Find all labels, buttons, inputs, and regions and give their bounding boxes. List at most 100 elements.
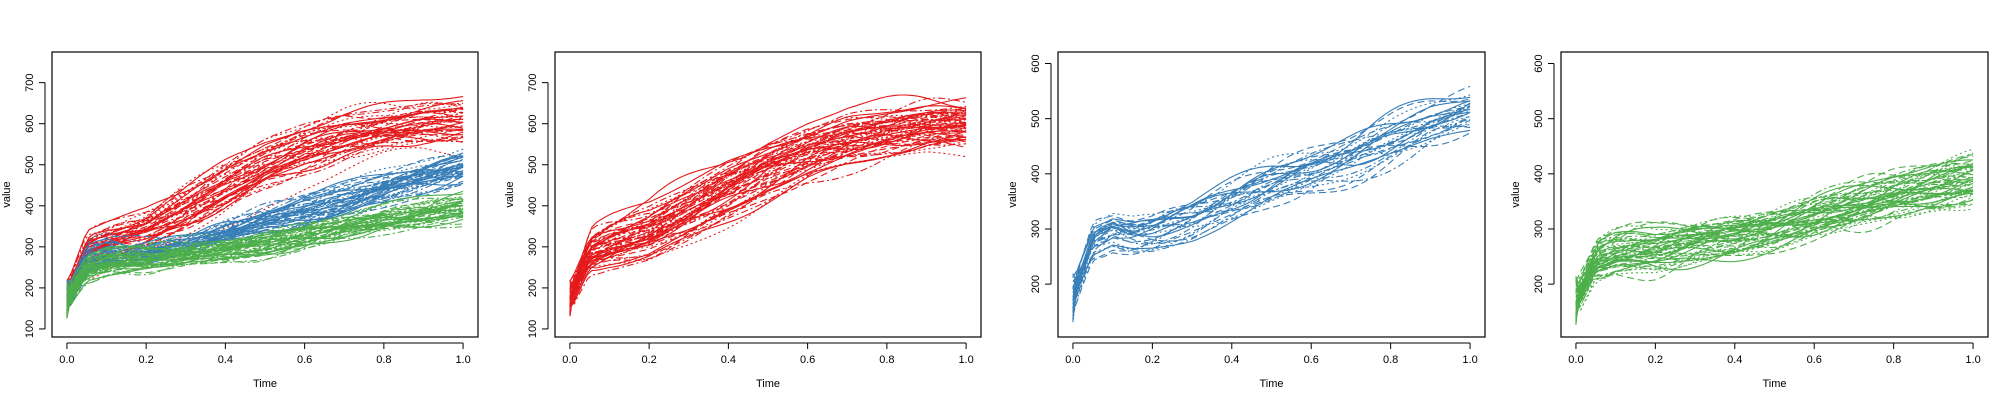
series-line-red-40 [569,136,967,309]
series-line-red-23 [66,112,464,295]
series-line-blue-4 [1072,106,1471,289]
series-line-red-2 [66,112,464,289]
series-line-green-44 [66,201,464,286]
series-line-red-17 [569,94,967,282]
series-line-red-59 [569,140,967,302]
y-tick-label: 100 [527,320,539,338]
chart-panel-4: 0.0 0.2 0.4 0.6 0.8 1.0 Time 200 300 400 500 600 val… [1510,51,1989,390]
x-tick-label: 0.6 [1304,354,1319,366]
y-axis-label: value [1007,181,1019,207]
series-line-green-42 [1575,179,1974,319]
series-line-blue-26 [66,155,464,316]
x-axis-label: Time [1762,378,1786,390]
series-line-green-20 [66,216,464,304]
series-line-green-28 [66,197,464,310]
y-tick-label: 400 [527,197,539,215]
x-tick-label: 1.0 [1462,354,1477,366]
y-tick-label: 500 [1533,109,1545,127]
series-line-green-29 [1575,199,1974,318]
series-line-green-45 [66,193,464,314]
series-line-blue-11 [1072,115,1471,308]
series-line-green-46 [1575,180,1974,323]
y-tick-label: 300 [527,238,539,256]
series-line-green-20 [1575,165,1974,321]
series-line-red-39 [66,128,464,308]
x-tick-label: 0.2 [1648,354,1663,366]
series-line-blue-10 [1072,132,1471,320]
series-line-red-19 [569,121,967,302]
x-tick-label: 0.8 [1383,354,1398,366]
x-tick-label: 0.0 [59,354,74,366]
series-line-red-4 [569,109,967,282]
y-tick-label: 500 [527,156,539,174]
x-tick-label: 0.0 [1568,354,1583,366]
x-tick-label: 1.0 [1965,354,1980,366]
series-line-red-54 [569,115,967,302]
series-line-green-35 [1575,180,1974,301]
series-line-red-25 [66,100,464,315]
series-line-blue-19 [1072,121,1471,317]
series-line-green-43 [66,195,464,294]
curves [569,94,967,317]
series-line-blue-37 [66,165,464,297]
series-line-green-14 [1575,162,1974,297]
series-line-blue-12 [66,169,464,299]
series-line-green-12 [1575,169,1974,313]
series-line-green-50 [1575,183,1974,294]
series-line-red-38 [569,139,967,290]
curves [1575,148,1974,325]
curves [1072,85,1471,323]
series-line-blue-7 [1072,110,1471,304]
series-line-red-41 [569,132,967,301]
series-line-blue-20 [1072,108,1471,305]
plot-frame [554,51,982,338]
y-axis-label: value [504,181,516,207]
series-line-red-29 [569,105,967,292]
series-line-red-42 [569,128,967,293]
series-line-green-54 [1575,155,1974,301]
series-line-green-10 [1575,175,1974,289]
series-line-red-56 [569,117,967,287]
series-line-green-52 [1575,191,1974,305]
series-line-red-27 [569,126,967,308]
series-line-blue-29 [1072,129,1471,302]
y-tick-label: 200 [24,279,36,297]
series-line-blue-12 [1072,106,1471,297]
series-line-red-38 [66,134,464,316]
series-line-green-30 [1575,187,1974,307]
series-line-green-42 [66,215,464,302]
x-tick-label: 0.8 [1886,354,1901,366]
series-line-blue-35 [66,171,464,314]
series-line-blue-43 [66,159,464,283]
x-tick-label: 0.2 [641,354,656,366]
y-tick-label: 700 [24,73,36,91]
series-line-blue-41 [66,152,464,300]
series-line-green-23 [66,205,464,315]
series-line-red-30 [66,121,464,310]
x-tick-label: 0.6 [800,354,815,366]
series-line-red-33 [569,127,967,295]
series-line-blue-27 [1072,103,1471,290]
chart-panel-1: 0.0 0.2 0.4 0.6 0.8 1.0 Time 100 200 300 400 500 600… [1,51,479,390]
series-line-red-52 [569,122,967,297]
series-line-red-31 [66,122,464,302]
y-tick-label: 600 [1030,54,1042,72]
y-tick-label: 400 [24,197,36,215]
series-line-blue-28 [1072,115,1471,314]
series-line-blue-31 [66,148,464,311]
series-line-blue-16 [1072,112,1471,301]
series-line-red-16 [569,123,967,291]
series-line-green-34 [66,200,464,297]
series-line-green-11 [66,208,464,306]
y-axis-label: value [1,181,13,207]
series-line-blue-3 [1072,118,1471,300]
series-line-red-44 [66,129,464,303]
series-line-blue-24 [1072,123,1471,309]
y-axis-label: value [1510,181,1522,207]
series-line-blue-22 [1072,98,1471,283]
series-line-red-24 [66,102,464,290]
y-tick-label: 600 [527,115,539,133]
series-line-green-22 [1575,162,1974,299]
series-line-blue-14 [1072,105,1471,285]
series-line-blue-6 [1072,125,1471,316]
